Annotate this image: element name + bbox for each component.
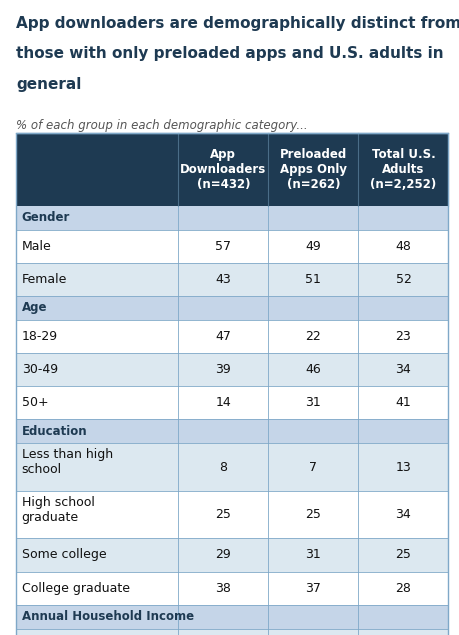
Bar — [16, 605, 448, 629]
Text: High school
graduate: High school graduate — [22, 496, 94, 524]
Text: 34: 34 — [395, 508, 410, 521]
Text: 25: 25 — [305, 508, 320, 521]
Bar — [16, 230, 448, 263]
Text: 38: 38 — [215, 582, 231, 594]
Bar — [16, 320, 448, 353]
Text: 49: 49 — [305, 240, 320, 253]
Text: 57: 57 — [215, 240, 231, 253]
Bar — [16, 629, 448, 635]
Text: 18-29: 18-29 — [22, 330, 58, 343]
Bar — [16, 206, 448, 230]
Text: 25: 25 — [395, 549, 410, 561]
Text: Age: Age — [22, 302, 47, 314]
Text: 48: 48 — [395, 240, 410, 253]
Text: 39: 39 — [215, 363, 231, 376]
Text: App downloaders are demographically distinct from: App downloaders are demographically dist… — [16, 16, 459, 31]
Text: 43: 43 — [215, 273, 231, 286]
Text: 37: 37 — [305, 582, 320, 594]
Text: App
Downloaders
(n=432): App Downloaders (n=432) — [180, 148, 266, 190]
Text: 23: 23 — [395, 330, 410, 343]
Text: 22: 22 — [305, 330, 320, 343]
Text: 34: 34 — [395, 363, 410, 376]
Text: Education: Education — [22, 425, 87, 438]
Text: Annual Household Income: Annual Household Income — [22, 610, 193, 623]
Text: 30-49: 30-49 — [22, 363, 58, 376]
Text: 47: 47 — [215, 330, 231, 343]
Text: Female: Female — [22, 273, 67, 286]
Text: 13: 13 — [395, 460, 410, 474]
Text: 7: 7 — [309, 460, 317, 474]
Text: Total U.S.
Adults
(n=2,252): Total U.S. Adults (n=2,252) — [369, 148, 436, 190]
Text: 25: 25 — [215, 508, 231, 521]
Bar — [16, 133, 448, 206]
Bar — [16, 386, 448, 419]
Bar — [16, 296, 448, 320]
Bar — [16, 353, 448, 386]
Text: 51: 51 — [305, 273, 320, 286]
Text: College graduate: College graduate — [22, 582, 129, 594]
Text: 31: 31 — [305, 396, 320, 409]
Text: Preloaded
Apps Only
(n=262): Preloaded Apps Only (n=262) — [279, 148, 346, 190]
Text: general: general — [16, 77, 81, 92]
Text: Some college: Some college — [22, 549, 106, 561]
Bar — [16, 491, 448, 538]
Text: 46: 46 — [305, 363, 320, 376]
Text: 31: 31 — [305, 549, 320, 561]
Text: 28: 28 — [395, 582, 410, 594]
Text: Male: Male — [22, 240, 51, 253]
Text: Less than high
school: Less than high school — [22, 448, 112, 476]
Bar — [16, 419, 448, 443]
Text: Gender: Gender — [22, 211, 70, 224]
Text: % of each group in each demographic category...: % of each group in each demographic cate… — [16, 119, 307, 131]
Text: 8: 8 — [219, 460, 227, 474]
Text: 52: 52 — [395, 273, 410, 286]
Bar — [16, 538, 448, 572]
Text: 50+: 50+ — [22, 396, 48, 409]
Text: 14: 14 — [215, 396, 231, 409]
Text: 29: 29 — [215, 549, 231, 561]
Text: 41: 41 — [395, 396, 410, 409]
Text: those with only preloaded apps and U.S. adults in: those with only preloaded apps and U.S. … — [16, 46, 443, 62]
Bar — [16, 443, 448, 491]
Bar — [16, 263, 448, 296]
Bar — [16, 572, 448, 605]
